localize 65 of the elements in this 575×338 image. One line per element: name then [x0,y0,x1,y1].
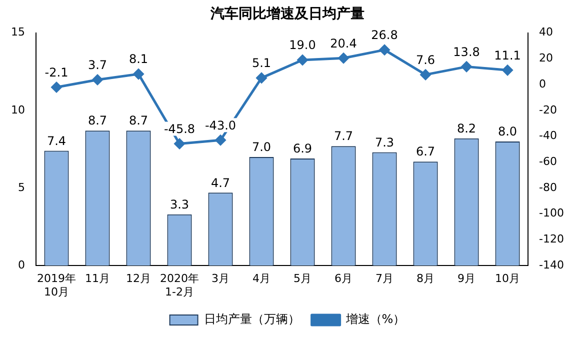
x-tick-label: 10月 [495,272,520,286]
data-label: -45.8 [164,122,196,136]
data-label: 11.1 [494,48,521,62]
data-label: 26.8 [371,28,398,42]
y2-tick-label: 20 [539,52,554,65]
data-label: 6.9 [292,142,312,156]
data-label: 7.6 [416,52,436,67]
point [174,138,185,150]
data-label: 7.0 [252,140,272,154]
y2-tick-label: -60 [539,154,558,168]
y-tick-label: 10 [10,103,25,116]
chart-title: 汽车同比增速及日均产量 [210,5,364,22]
data-label: 7.4 [46,134,66,148]
point [92,74,103,85]
y2-tick-label: -80 [539,180,558,194]
data-label: 8.7 [88,114,108,128]
legend-label: 增速（%） [344,312,406,326]
data-label: 3.3 [170,198,190,212]
x-tick-label: 2020年 1-2月 [160,272,200,298]
point [133,68,144,80]
data-label: 4.7 [210,176,230,190]
data-label: -43.0 [204,118,236,132]
x-tick-label: 8月 [416,272,435,286]
data-label: 7.7 [334,129,354,144]
data-label: 20.4 [330,36,357,50]
point [461,61,472,72]
point [215,134,226,146]
x-tick-label: 4月 [252,272,271,286]
legend-label: 日均产量（万辆） [204,312,300,326]
data-label: 8.7 [128,114,148,128]
y2-tick-label: -100 [539,206,564,220]
x-tick-label: 3月 [212,272,230,286]
data-label: 19.0 [289,38,316,52]
data-label: 8.1 [128,52,148,66]
x-tick-label: 11月 [85,272,110,286]
x-tick-label: 5月 [294,272,312,286]
y2-tick-label: -140 [539,258,564,272]
x-tick-label: 6月 [334,272,353,286]
y2-tick-label: -20 [539,103,558,116]
x-tick-label: 12月 [126,272,152,286]
y2-tick-label: -40 [539,129,558,142]
data-label: 8.0 [498,124,518,139]
point [51,82,62,92]
y2-tick-label: 40 [539,26,554,39]
y-tick-label: 0 [18,258,25,272]
data-label: 6.7 [416,144,436,159]
y-tick-label: 5 [18,180,25,194]
y-tick-label: 15 [10,26,25,39]
point [502,64,513,76]
data-label: 8.2 [456,121,476,136]
point [297,54,308,66]
data-label: 5.1 [252,56,272,70]
data-label: -2.1 [44,65,68,80]
y2-tick-label: 0 [539,77,546,90]
point [420,69,431,80]
data-label: 3.7 [88,58,108,72]
data-label: 7.3 [374,135,394,150]
y2-tick-label: -120 [539,232,564,246]
point [338,52,349,64]
point [256,72,267,84]
data-label: 13.8 [453,44,480,59]
point [379,44,390,56]
x-tick-label: 9月 [458,272,476,286]
x-tick-label: 7月 [376,272,394,286]
x-tick-label: 2019年 10月 [37,272,76,298]
